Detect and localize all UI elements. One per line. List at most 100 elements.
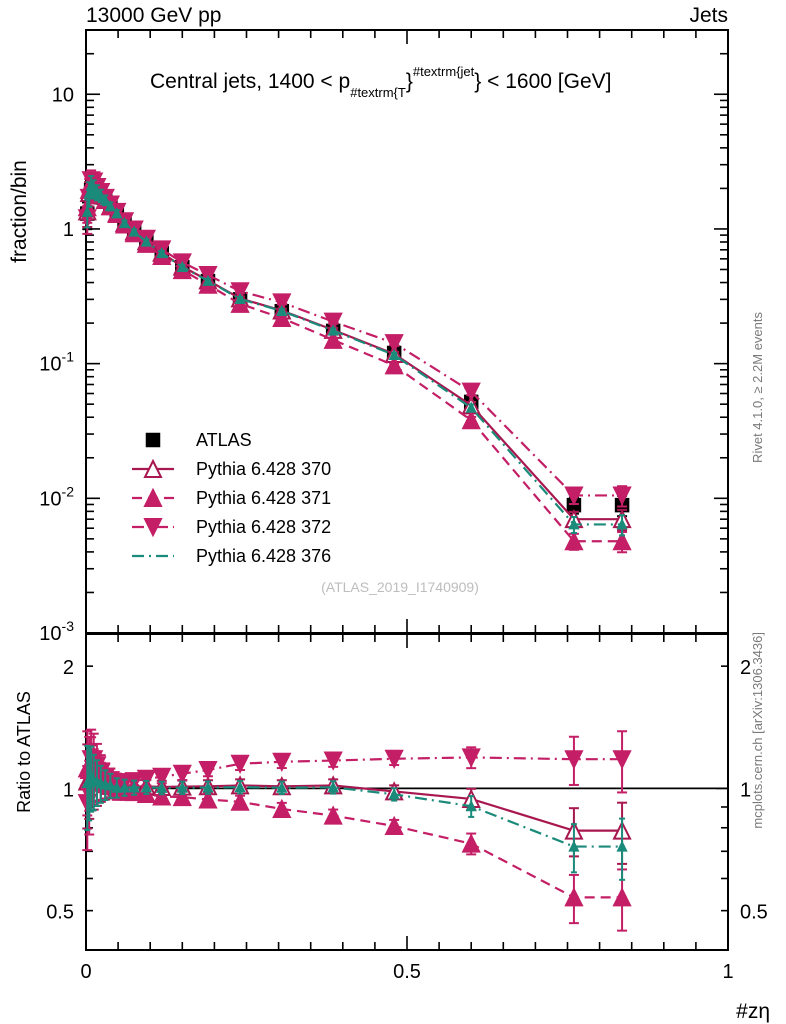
data-marker <box>202 781 214 793</box>
data-marker <box>384 355 404 375</box>
dataset-watermark: (ATLAS_2019_I1740909) <box>321 579 479 595</box>
data-marker <box>81 205 93 217</box>
xaxis-labels: 0 0.5 1#zη <box>80 961 770 1023</box>
main-panel-frame <box>85 29 729 634</box>
legend-label: Pythia 6.428 376 <box>196 546 331 566</box>
data-marker <box>276 781 288 793</box>
data-marker <box>143 487 163 507</box>
main-data <box>77 169 632 554</box>
data-marker <box>323 751 343 771</box>
sidebar-mcplots-ref: mcplots.cern.ch [arXiv:1306.3436] <box>750 632 765 829</box>
data-marker <box>128 225 140 237</box>
data-marker <box>564 750 584 770</box>
data-marker <box>568 840 580 852</box>
data-marker <box>612 486 632 506</box>
data-marker <box>272 307 292 328</box>
data-marker <box>276 304 288 316</box>
data-marker <box>104 779 117 791</box>
main-ytick-labels: 10 1 10-1 10-2 10-3 fraction/bin <box>8 84 74 645</box>
legend-entry[interactable]: Pythia 6.428 376 <box>132 546 331 566</box>
main-ytick-label: 10-3 <box>39 618 74 645</box>
data-marker <box>176 781 188 793</box>
data-marker <box>388 788 400 800</box>
legend-label: ATLAS <box>196 430 252 450</box>
ratio-ytick-label-right: 0.5 <box>740 902 768 924</box>
xtick-label: 0.5 <box>393 961 421 983</box>
series-line-ratio-pythia-6-428-372 <box>86 756 623 804</box>
data-marker <box>616 840 628 852</box>
data-marker <box>118 781 131 793</box>
data-marker <box>111 207 123 219</box>
data-marker <box>388 348 400 360</box>
data-marker <box>198 760 218 781</box>
data-marker <box>230 754 250 774</box>
ratio-ytick-label-right: 2 <box>740 657 751 679</box>
ratio-ytick-label-right: 1 <box>740 779 751 801</box>
data-marker <box>616 518 628 530</box>
legend[interactable]: ATLAS Pythia 6.428 370 Pythia 6.428 371 Pyt… <box>132 430 331 566</box>
ratio-ytick-labels: 2 2 1 1 0.5 0.5 Ratio to ATLAS <box>14 657 768 923</box>
data-marker <box>564 486 584 506</box>
data-marker <box>118 216 131 229</box>
main-ytick-label: 10 <box>52 84 74 106</box>
axis-ticks <box>85 29 729 951</box>
sidebar-credits: Rivet 4.1.0, ≥ 2.2M events mcplots.cern.c… <box>750 312 765 829</box>
header-beam-label: 13000 GeV pp <box>86 4 221 27</box>
data-marker <box>230 791 250 811</box>
data-marker <box>564 887 584 907</box>
data-marker <box>323 329 343 349</box>
data-marker <box>612 750 632 770</box>
data-marker <box>272 293 292 313</box>
data-marker <box>612 531 632 551</box>
data-marker <box>145 432 161 448</box>
main-ytick-label: 10-2 <box>39 483 74 510</box>
data-marker <box>152 767 172 788</box>
data-marker <box>143 518 163 538</box>
main-ytick-label: 10-1 <box>39 349 74 376</box>
xtick-label: 0 <box>80 961 91 983</box>
data-marker <box>323 312 343 332</box>
data-marker <box>143 458 163 478</box>
ratio-data <box>77 728 728 932</box>
xtick-label: 1 <box>722 961 733 983</box>
ratio-ytick-label-left: 0.5 <box>46 902 74 924</box>
panel-frames <box>85 29 729 951</box>
main-ylabel: fraction/bin <box>8 160 31 263</box>
legend-entry[interactable]: ATLAS <box>145 430 252 450</box>
legend-label: Pythia 6.428 372 <box>196 517 331 537</box>
legend-entry[interactable]: Pythia 6.428 370 <box>132 458 331 479</box>
data-marker <box>128 781 140 793</box>
data-marker <box>176 260 188 272</box>
series-line-pythia-6-428-376 <box>86 183 623 526</box>
ratio-ytick-label-left: 2 <box>63 657 74 679</box>
data-marker <box>234 780 246 793</box>
data-marker <box>323 805 343 825</box>
data-marker <box>172 786 192 807</box>
data-marker <box>111 781 123 793</box>
data-marker <box>465 799 477 812</box>
main-ytick-label: 1 <box>63 219 74 241</box>
plot-title-text: Central jets, 1400 < p#textrm{T}#textrm{… <box>150 64 611 100</box>
legend-entry[interactable]: Pythia 6.428 372 <box>132 517 331 538</box>
data-marker <box>272 798 292 818</box>
legend-entry[interactable]: Pythia 6.428 371 <box>132 487 331 508</box>
legend-label: Pythia 6.428 370 <box>196 459 331 479</box>
data-marker <box>156 246 168 259</box>
data-marker <box>384 815 404 835</box>
data-marker <box>384 334 404 354</box>
sidebar-rivet-version: Rivet 4.1.0, ≥ 2.2M events <box>750 312 765 463</box>
data-marker <box>272 752 292 773</box>
data-marker <box>461 748 481 768</box>
data-marker <box>564 531 584 551</box>
data-marker <box>461 409 481 430</box>
ratio-ytick-label-left: 1 <box>63 779 74 801</box>
data-marker <box>140 781 152 793</box>
data-marker <box>465 401 477 413</box>
data-marker <box>384 749 404 769</box>
data-marker <box>461 382 481 402</box>
data-marker <box>202 274 214 286</box>
plot-title: Central jets, 1400 < p#textrm{T}#textrm{… <box>150 64 611 100</box>
data-marker <box>327 781 339 793</box>
